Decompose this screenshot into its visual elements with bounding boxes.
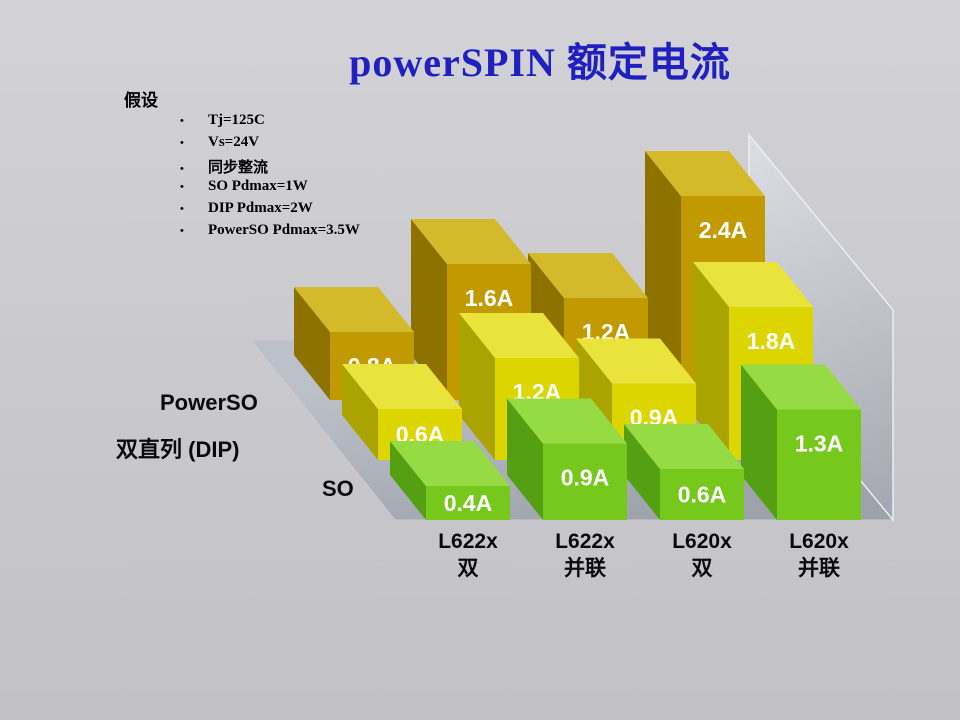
assumption-text: Vs=24V <box>208 134 260 150</box>
category-label-4: L620x 并联 <box>749 528 889 582</box>
bar-side-face <box>507 398 543 520</box>
category-line1: L620x <box>672 530 732 553</box>
category-line1: L622x <box>438 530 498 553</box>
category-line2: 并联 <box>564 557 606 580</box>
bar-side-face <box>693 262 729 460</box>
assumption-text: DIP Pdmax=2W <box>208 200 313 216</box>
assumption-item: • 同步整流 <box>180 156 360 178</box>
assumption-text: 同步整流 <box>208 160 269 176</box>
assumption-text: Tj=125C <box>208 112 265 128</box>
bars-layer: 2.4A1.2A1.6A0.8A1.8A0.9A1.2A0.6A1.3A0.6A… <box>294 151 861 520</box>
bar-top-face <box>645 151 765 196</box>
bar-value-label: 0.6A <box>678 482 727 508</box>
bar-top-face <box>294 287 414 332</box>
bar-front-face <box>426 486 510 520</box>
assumption-item: • DIP Pdmax=2W <box>180 200 360 222</box>
bullet-icon: • <box>180 163 184 175</box>
bar-front-face <box>543 443 627 520</box>
bullet-icon: • <box>180 181 184 193</box>
slide-title: powerSPIN 额定电流 <box>349 40 731 85</box>
category-line2: 双 <box>457 557 479 580</box>
bar-side-face <box>459 313 495 460</box>
bar-SO-0: 0.4A <box>390 441 510 520</box>
bar-top-face <box>390 441 510 486</box>
category-label-2: L622x 并联 <box>515 528 655 582</box>
assumption-item: • SO Pdmax=1W <box>180 178 360 200</box>
category-line1: L622x <box>555 530 615 553</box>
bar-top-face <box>624 424 744 469</box>
bar-side-face <box>390 441 426 520</box>
assumption-item: • PowerSO Pdmax=3.5W <box>180 222 360 244</box>
bar-side-face <box>342 364 378 460</box>
bar-side-face <box>741 364 777 520</box>
bar-value-label: 1.8A <box>747 328 796 354</box>
category-line2: 双 <box>691 557 713 580</box>
category-line1: L620x <box>789 530 849 553</box>
bar-side-face <box>294 287 330 400</box>
bar-top-face <box>342 364 462 409</box>
assumptions-list: • Tj=125C • Vs=24V • 同步整流 • SO Pdmax=1W … <box>180 112 360 244</box>
bar-value-label: 0.9A <box>561 465 610 491</box>
bar-value-label: 2.4A <box>699 217 748 243</box>
bar-value-label: 0.4A <box>444 490 493 516</box>
assumption-text: PowerSO Pdmax=3.5W <box>208 222 360 238</box>
assumption-text: SO Pdmax=1W <box>208 178 308 194</box>
bullet-icon: • <box>180 137 184 149</box>
bar-top-face <box>528 253 648 298</box>
bar-top-face <box>693 262 813 307</box>
bar-side-face <box>645 151 681 400</box>
series-label-so: SO <box>322 476 354 501</box>
category-line2: 并联 <box>798 557 840 580</box>
bar-SO-1: 0.9A <box>507 398 627 520</box>
bar-SO-2: 0.6A <box>624 424 744 520</box>
assumptions-heading: 假设 <box>124 91 158 110</box>
bar-SO-3: 1.3A <box>741 364 861 520</box>
bar-top-face <box>576 338 696 384</box>
bar-top-face <box>411 219 531 264</box>
bar-top-face <box>741 364 861 410</box>
series-label-powerso: PowerSO <box>160 390 258 415</box>
bar-side-face <box>411 219 447 400</box>
bullet-icon: • <box>180 115 184 127</box>
category-label-1: L622x 双 <box>398 528 538 582</box>
assumption-item: • Vs=24V <box>180 134 360 156</box>
series-label-dip: 双直列 (DIP) <box>116 437 240 462</box>
bullet-icon: • <box>180 225 184 237</box>
bar-front-face <box>660 469 744 520</box>
bullet-icon: • <box>180 203 184 215</box>
bar-top-face <box>459 313 579 358</box>
bar-value-label: 1.3A <box>795 431 844 457</box>
bar-front-face <box>777 409 861 520</box>
assumption-item: • Tj=125C <box>180 112 360 134</box>
bar-side-face <box>624 424 660 520</box>
bar-top-face <box>507 398 627 444</box>
category-label-3: L620x 双 <box>632 528 772 582</box>
bar-value-label: 1.6A <box>465 285 514 311</box>
